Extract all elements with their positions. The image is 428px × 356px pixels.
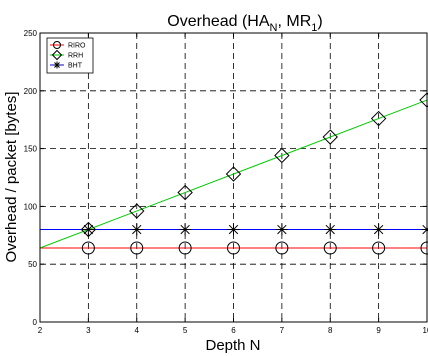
y-tick-label: 50 xyxy=(28,260,37,269)
circle-marker xyxy=(178,241,192,255)
x-tick-label: 3 xyxy=(86,326,91,335)
circle-marker xyxy=(323,241,337,255)
asterisk-marker xyxy=(82,223,95,236)
x-tick-label: 9 xyxy=(376,326,381,335)
asterisk-marker xyxy=(53,61,61,69)
x-tick-label: 2 xyxy=(38,326,43,335)
y-tick-label: 150 xyxy=(24,145,38,154)
axis-ticks: 2345678910050100150200250 xyxy=(24,29,428,335)
diamond-marker xyxy=(370,110,387,127)
diamond-marker xyxy=(274,147,290,164)
circle-marker xyxy=(275,241,289,255)
circle-marker xyxy=(130,241,144,255)
series-group xyxy=(39,92,428,255)
circle-marker xyxy=(227,241,240,255)
title-main-text: Overhead (HA xyxy=(167,13,270,30)
x-tick-label: 10 xyxy=(423,326,428,335)
x-tick-label: 5 xyxy=(183,326,188,335)
asterisk-marker xyxy=(372,223,385,236)
circle-marker xyxy=(372,241,386,255)
title-mid-text: , MR xyxy=(277,13,311,30)
asterisk-marker xyxy=(179,223,192,236)
diamond-marker xyxy=(51,49,63,61)
title-subscript-2: 1 xyxy=(311,22,317,34)
diamond-marker xyxy=(129,203,145,219)
y-tick-label: 250 xyxy=(24,29,38,38)
asterisk-marker xyxy=(227,223,240,236)
x-tick-label: 8 xyxy=(328,326,333,335)
title-subscript-1: N xyxy=(270,22,278,34)
asterisk-marker xyxy=(130,223,143,236)
legend-label: BHT xyxy=(68,63,83,70)
x-axis-label: Depth N xyxy=(205,337,260,354)
y-tick-label: 200 xyxy=(24,87,38,96)
diamond-marker xyxy=(177,184,193,201)
x-tick-label: 6 xyxy=(231,326,236,335)
circle-marker xyxy=(81,241,95,255)
y-axis-label: Overhead / packet [bytes] xyxy=(3,92,20,263)
title-end-text: ) xyxy=(317,13,322,30)
asterisk-marker xyxy=(275,223,288,236)
series-line-rrh xyxy=(39,99,428,249)
diamond-marker xyxy=(225,166,242,182)
legend: RIRO RRH BHT xyxy=(46,37,94,74)
x-tick-label: 4 xyxy=(135,326,140,335)
asterisk-marker xyxy=(324,223,337,236)
legend-label: RIRO xyxy=(68,43,86,50)
circle-marker xyxy=(53,41,61,49)
grid-lines xyxy=(40,33,427,322)
diamond-marker xyxy=(322,129,338,145)
diamond-marker xyxy=(80,221,97,238)
legend-label: RRH xyxy=(68,53,83,60)
y-tick-label: 100 xyxy=(24,202,38,211)
y-tick-label: 0 xyxy=(33,318,38,327)
x-tick-label: 7 xyxy=(280,326,285,335)
chart-title: Overhead (HAN, MR1) xyxy=(167,13,322,34)
